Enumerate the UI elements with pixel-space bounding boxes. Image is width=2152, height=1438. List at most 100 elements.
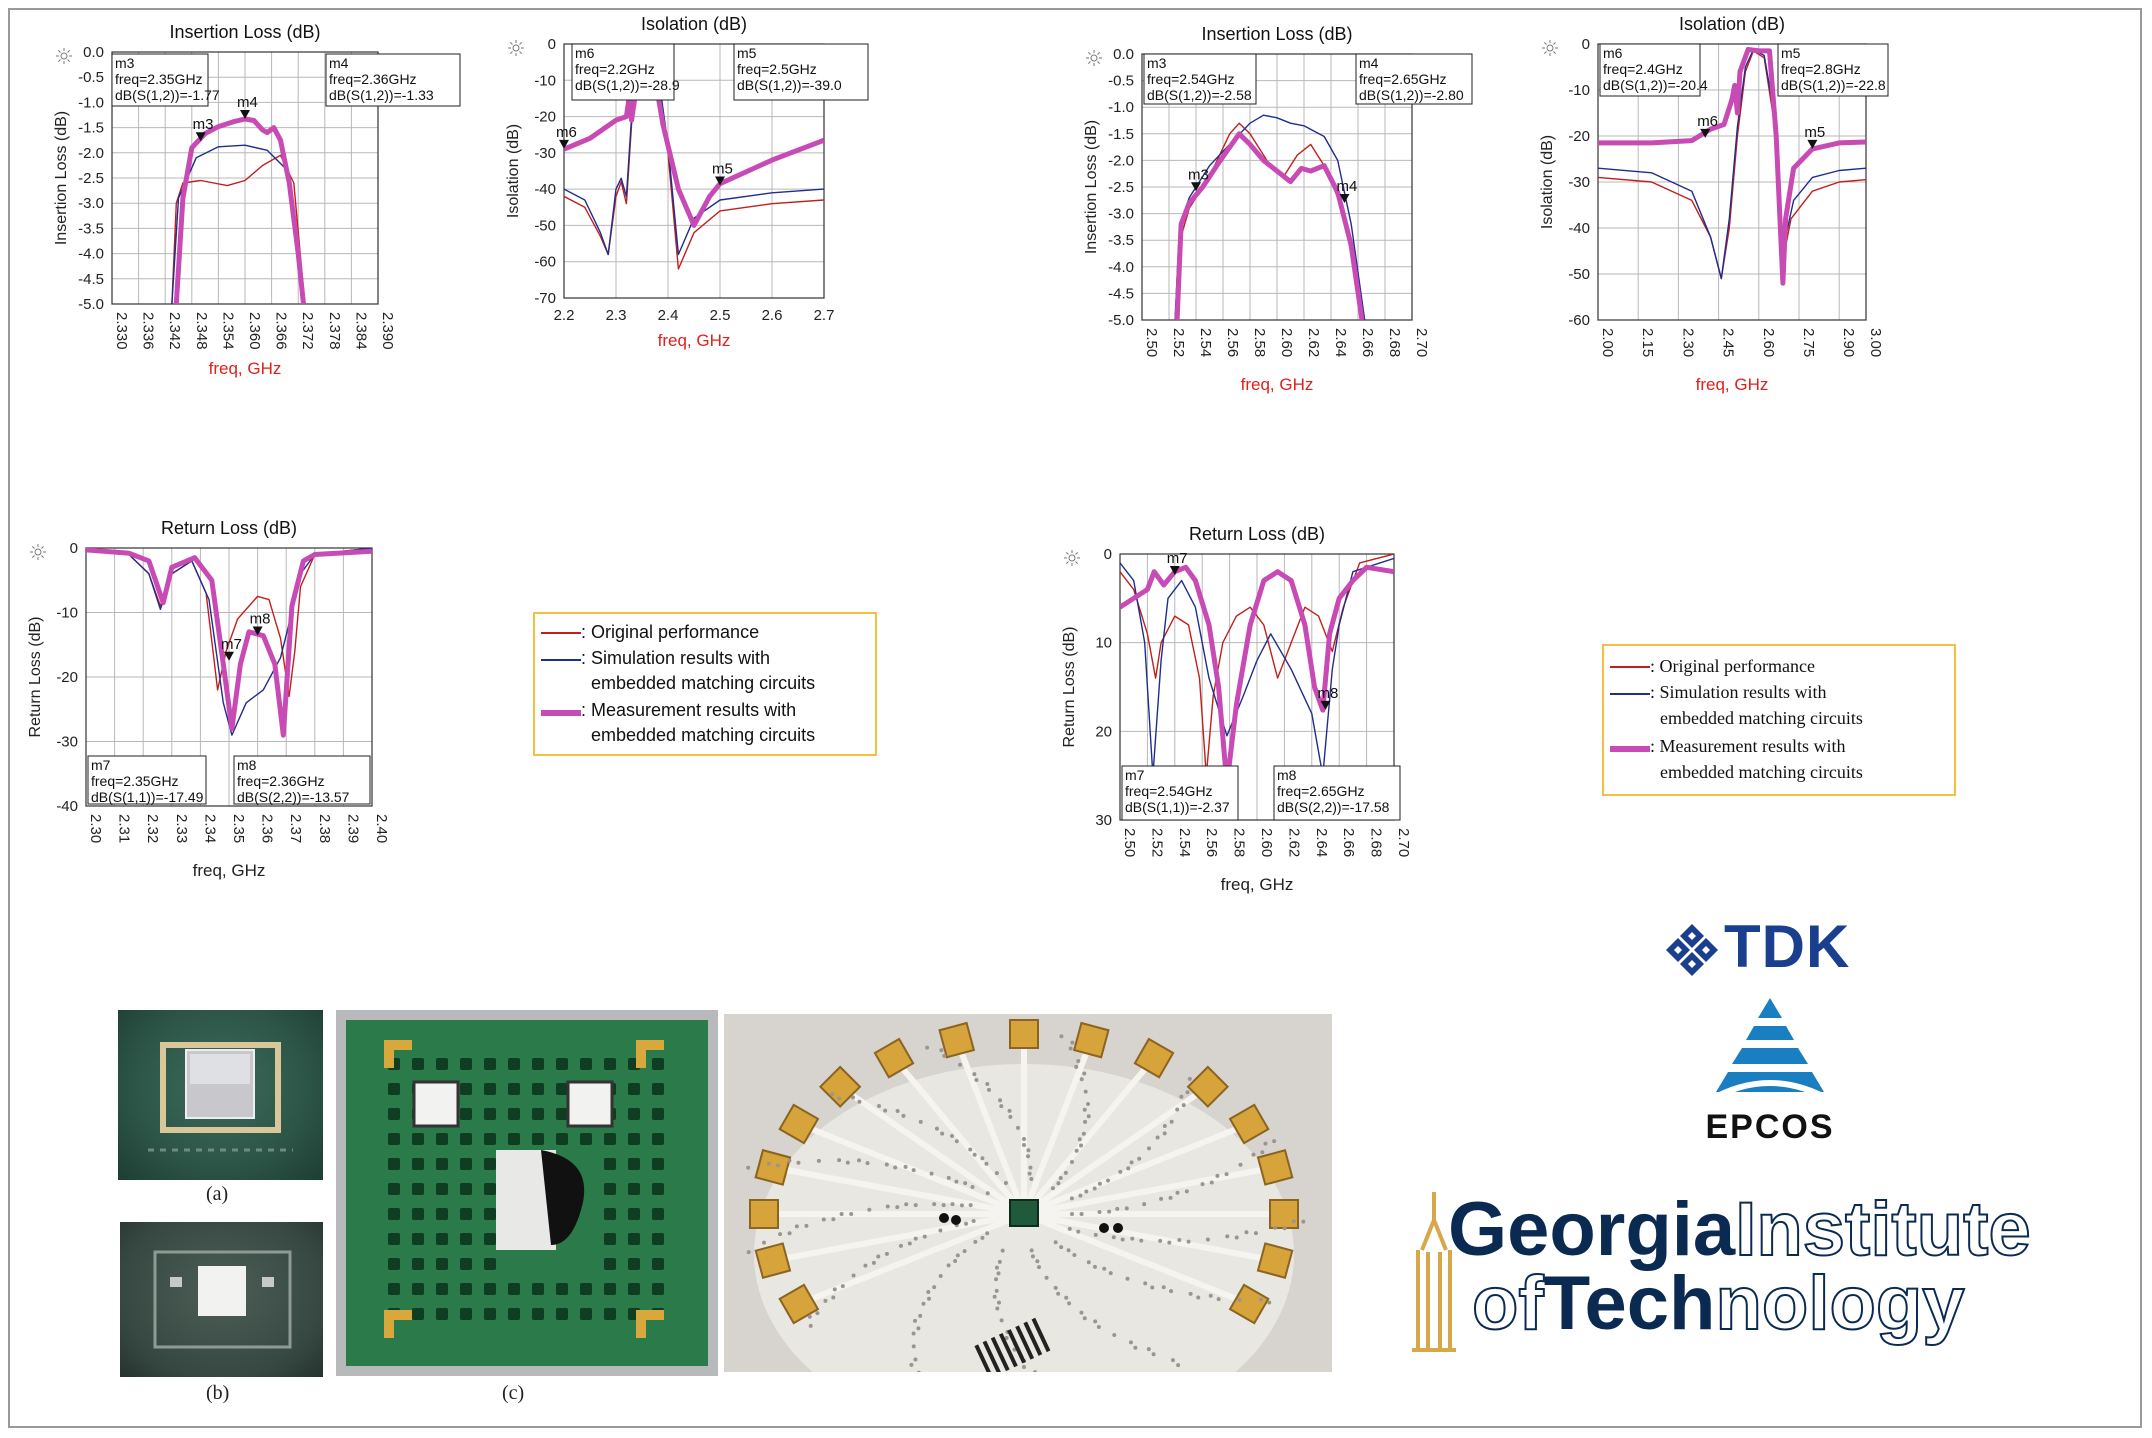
sma-connector <box>818 1065 862 1108</box>
sma-connector <box>749 1199 779 1229</box>
package-via <box>412 1308 424 1320</box>
x-tick-label: 2.64 <box>1313 828 1330 857</box>
board-via <box>849 1212 854 1216</box>
x-tick-label: 2.2 <box>554 307 575 324</box>
board-via <box>950 1202 955 1207</box>
package-via <box>412 1183 424 1195</box>
board-via <box>1035 1259 1040 1264</box>
readout-marker: m5 <box>737 45 757 61</box>
board-via <box>1263 1141 1268 1146</box>
board-via <box>1077 1137 1082 1142</box>
board-via <box>808 1323 813 1328</box>
package-via <box>388 1133 400 1145</box>
epcos-logo-mark <box>1708 998 1832 1103</box>
board-via <box>1030 1254 1035 1259</box>
board-via <box>1004 1336 1009 1341</box>
chart-svg: Isolation (dB) 2.2 2.3 2.4 2.5 2.6 2.7 0 -10 -20 -… <box>505 14 869 350</box>
board-via <box>876 1254 881 1259</box>
photo-b-chip-bottom <box>120 1222 323 1377</box>
board-via <box>907 1241 912 1246</box>
package-via <box>604 1158 616 1170</box>
readout-freq: freq=2.36GHz <box>329 71 417 87</box>
board-via <box>1272 1139 1277 1144</box>
readout-freq: freq=2.2GHz <box>575 61 655 77</box>
package-via <box>508 1058 520 1070</box>
board-via <box>778 1232 783 1237</box>
x-tick-label: 2.60 <box>1258 828 1275 857</box>
readout-marker: m8 <box>237 757 257 773</box>
sma-connector <box>1133 1037 1175 1079</box>
board-pin-header <box>1007 1329 1026 1364</box>
sun-icon-ray <box>519 41 523 45</box>
board-via <box>911 1344 916 1349</box>
board-via <box>950 1134 954 1139</box>
readout-freq: freq=2.8GHz <box>1781 61 1861 77</box>
georgia-tech-logo: GeorgiaInstitute ofTechnology <box>1404 1190 2144 1360</box>
board-via <box>1079 1143 1084 1148</box>
sma-connector <box>778 1283 820 1325</box>
board-via <box>1146 1347 1151 1352</box>
y-tick-label: -60 <box>534 254 556 271</box>
board-via <box>1082 1316 1087 1321</box>
photo-c-package <box>336 1010 718 1376</box>
readout-freq: freq=2.35GHz <box>115 71 203 87</box>
x-tick-label: 2.54 <box>1176 828 1193 857</box>
board-via <box>1022 1143 1026 1147</box>
y-tick-label: 0 <box>1104 546 1112 563</box>
series-measurement-line <box>86 548 372 738</box>
sun-icon-ray <box>1075 551 1079 555</box>
board-via <box>971 1218 976 1223</box>
board-via <box>1185 1090 1190 1095</box>
board-via <box>1029 1248 1034 1253</box>
board-via <box>1187 1076 1192 1081</box>
sun-icon-ray <box>1075 561 1079 565</box>
package-via <box>436 1283 448 1295</box>
sma-connector <box>754 1242 792 1279</box>
x-tick-label: 2.37 <box>287 814 304 843</box>
package-via <box>388 1208 400 1220</box>
legend-simulation-label: : Simulation results with <box>581 648 771 668</box>
chart-title: Insertion Loss (dB) <box>1201 24 1352 44</box>
package-via <box>532 1283 544 1295</box>
package-via <box>652 1283 664 1295</box>
sma-connector <box>1186 1065 1230 1108</box>
package-via <box>484 1058 496 1070</box>
marker-label-m4: m4 <box>1337 178 1358 195</box>
chart-svg: Isolation (dB) 2.00 2.15 2.30 2.45 2.60 2.75 2.… <box>1539 14 1889 394</box>
package-via <box>628 1208 640 1220</box>
package-via <box>556 1108 568 1120</box>
readout-box <box>1273 765 1401 821</box>
package-via <box>580 1058 592 1070</box>
package-via <box>508 1308 520 1320</box>
board-via <box>980 1156 985 1161</box>
board-via <box>985 1082 990 1087</box>
board-via <box>1128 1340 1133 1345</box>
marker-m8 <box>1320 700 1331 710</box>
board-via <box>955 1253 960 1258</box>
board-via <box>787 1158 792 1163</box>
readout-box <box>571 43 675 101</box>
package-via <box>628 1233 640 1245</box>
board-via <box>972 1152 977 1157</box>
of-word: of <box>1471 1261 1545 1346</box>
board-via <box>994 1265 999 1270</box>
board-via <box>1084 1189 1089 1194</box>
board-via <box>1015 1125 1020 1130</box>
x-tick-label: 2.54 <box>1197 328 1214 357</box>
return-loss-chart-left: Return Loss (dB) 2.30 2.31 2.32 2.33 2.34 2.35… <box>27 516 500 972</box>
y-tick-label: -4.0 <box>78 246 104 263</box>
sun-icon-ray <box>1087 51 1091 55</box>
marker-m6 <box>559 139 569 149</box>
chart-title: Return Loss (dB) <box>161 518 297 538</box>
board-via <box>1000 1248 1005 1253</box>
legend-measurement-label: : Measurement results with <box>581 700 797 720</box>
marker-m5 <box>1807 139 1818 149</box>
board-via <box>911 1331 916 1336</box>
y-tick-label: -1.0 <box>1108 99 1134 116</box>
sma-connector <box>1256 1149 1294 1186</box>
x-tick-label: 2.34 <box>201 814 218 843</box>
y-tick-label: -4.5 <box>78 271 104 288</box>
